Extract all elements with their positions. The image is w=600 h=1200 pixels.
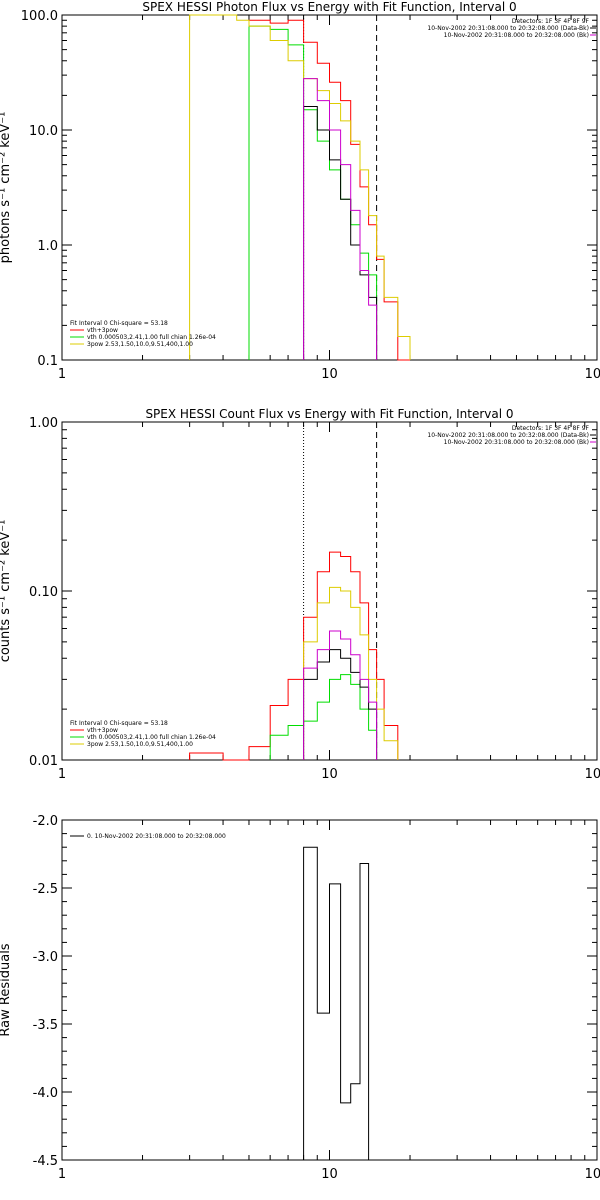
header-text: 10-Nov-2002 20:31:08.000 to 20:32:08.000…	[427, 25, 589, 32]
x-tick-label: 100	[585, 367, 600, 382]
plot-panel-3: Raw Residuals 1 10 100 -4.5 -4.0 -3.5 -3.0 -2.5 -…	[0, 814, 600, 1182]
x-tick-label: 1	[58, 767, 66, 782]
y-tick-label: 1.00	[29, 416, 58, 431]
series-line-1	[303, 846, 377, 1161]
fit-legend-label: vth 0.000503,2.41,1.00 full chian 1.26e-…	[87, 734, 216, 741]
y-tick-label: 10.0	[29, 124, 58, 139]
x-tick-label: 100	[585, 767, 600, 782]
y-tick-label: 0.01	[29, 754, 58, 769]
y-tick-label: 0.10	[29, 585, 58, 600]
y-axis-label: photons s⁻¹ cm⁻² keV⁻¹	[0, 112, 13, 264]
x-tick-label: 100	[585, 1167, 600, 1182]
series-line-1	[189, 551, 399, 761]
series-line-4	[303, 649, 378, 760]
fit-summary-text: Fit Interval 0 Chi-square = 53.18	[70, 320, 168, 327]
chart-title: SPEX HESSI Count Flux vs Energy with Fit…	[145, 407, 513, 421]
x-tick-label: 1	[58, 367, 66, 382]
header-text: Detectors: 1F 3F 4F 8F 9F	[512, 425, 590, 432]
y-tick-label: -4.5	[33, 1154, 58, 1169]
x-tick-label: 1	[58, 1167, 66, 1182]
header-text: Detectors: 1F 3F 4F 8F 9F	[512, 18, 590, 25]
y-axis-label: counts s⁻¹ cm⁻² keV⁻¹	[0, 520, 13, 663]
plot-panel-2: SPEX HESSI Count Flux vs Energy with Fit…	[0, 407, 600, 782]
series-line-3	[189, 14, 411, 360]
x-tick-label: 10	[321, 1167, 338, 1182]
y-tick-label: 1.0	[37, 239, 58, 254]
y-tick-label: -2.5	[33, 882, 58, 897]
series-line-2	[269, 674, 378, 760]
series-line-5	[303, 630, 378, 760]
y-axis-label: Raw Residuals	[0, 943, 13, 1036]
chart-title: SPEX HESSI Photon Flux vs Energy with Fi…	[142, 0, 516, 14]
series-line-2	[248, 25, 378, 360]
y-tick-label: -4.0	[33, 1086, 58, 1101]
x-tick-label: 10	[321, 367, 338, 382]
fit-summary-text: Fit Interval 0 Chi-square = 53.18	[70, 720, 168, 727]
y-tick-label: -3.5	[33, 1018, 58, 1033]
header-text: 10-Nov-2002 20:31:08.000 to 20:32:08.000…	[444, 439, 589, 446]
header-text: 10-Nov-2002 20:31:08.000 to 20:32:08.000…	[427, 432, 589, 439]
fit-legend-label: 3pow 2.53,1.50,10.0,9.51,400,1.00	[87, 741, 193, 748]
y-tick-label: -2.0	[33, 814, 58, 829]
plot-panel-1: SPEX HESSI Photon Flux vs Energy with Fi…	[0, 0, 600, 382]
series-line-3	[303, 586, 399, 760]
fit-legend-label: 3pow 2.53,1.50,10.0,9.51,400,1.00	[87, 341, 193, 348]
fit-legend-label: vth 0.000503,2.41,1.00 full chian 1.26e-…	[87, 334, 216, 341]
residual-legend-label: 0. 10-Nov-2002 20:31:08.000 to 20:32:08.…	[87, 833, 226, 840]
fit-legend-label: vth+3pow	[87, 327, 118, 334]
x-tick-label: 10	[321, 767, 338, 782]
y-tick-label: -3.0	[33, 950, 58, 965]
series-line-5	[303, 78, 378, 360]
y-tick-label: 0.1	[37, 354, 58, 369]
series-line-1	[248, 19, 410, 361]
fit-legend-label: vth+3pow	[87, 727, 118, 734]
y-tick-label: 100.0	[21, 9, 58, 24]
header-text: 10-Nov-2002 20:31:08.000 to 20:32:08.000…	[444, 32, 589, 39]
